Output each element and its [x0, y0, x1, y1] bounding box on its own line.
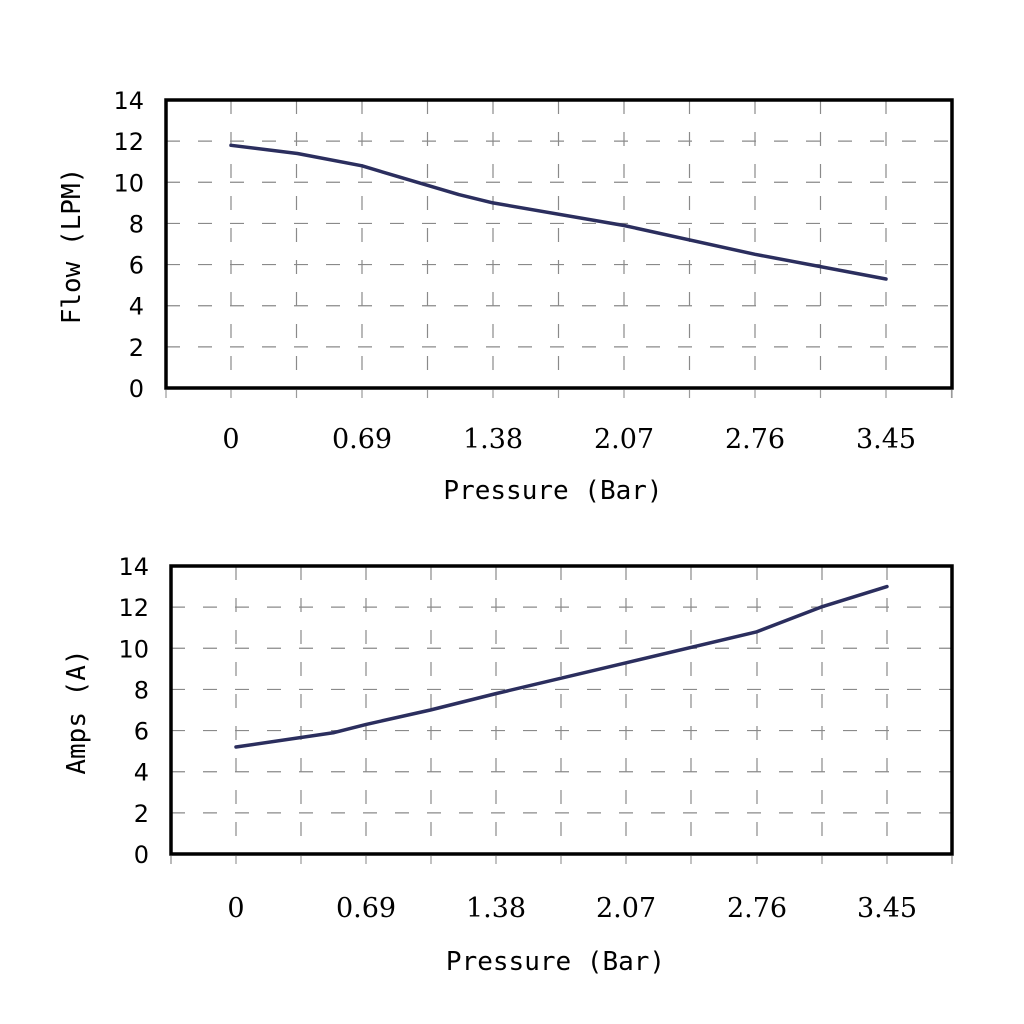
y-tick-label: 14	[118, 553, 149, 581]
y-tick-label: 2	[129, 334, 144, 362]
y-tick-label: 8	[129, 210, 144, 238]
plot-frame	[164, 98, 954, 390]
y-axis-title: Amps (A)	[62, 649, 92, 774]
x-tick-label: 2.76	[727, 893, 787, 924]
x-tick-label: 2.07	[594, 424, 654, 455]
y-tick-label: 10	[118, 635, 149, 663]
x-axis-title: Pressure (Bar)	[443, 476, 662, 506]
y-tick-label: 6	[129, 252, 144, 280]
y-tick-label: 8	[134, 676, 149, 704]
x-tick-label: 0	[227, 893, 244, 924]
y-tick-label: 2	[134, 800, 149, 828]
y-tick-label: 10	[113, 169, 144, 197]
y-axis-title: Flow (LPM)	[57, 168, 87, 325]
y-tick-label: 4	[134, 759, 149, 787]
x-tick-label: 3.45	[857, 893, 917, 924]
y-tick-label: 0	[129, 375, 144, 403]
x-tick-label: 0	[222, 424, 239, 455]
x-tick-label: 0.69	[332, 424, 392, 455]
x-tick-label: 1.38	[463, 424, 523, 455]
series-line-flow	[229, 143, 888, 281]
flow-chart: 0 2 4 6 8 10 12 14 0 0.69 1.38 2.07 2.76 3.45 Pressure…	[57, 87, 954, 506]
x-tick-label: 2.07	[596, 893, 656, 924]
y-tick-label: 4	[129, 293, 144, 321]
y-tick-label: 0	[134, 841, 149, 869]
x-axis-title: Pressure (Bar)	[446, 947, 665, 977]
y-tick-label: 6	[134, 718, 149, 746]
plot-frame	[169, 564, 954, 856]
y-tick-label: 14	[113, 87, 144, 115]
x-tick-label: 2.76	[725, 424, 785, 455]
x-tick-label: 3.45	[856, 424, 916, 455]
x-tick-label: 0.69	[336, 893, 396, 924]
y-tick-label: 12	[113, 128, 144, 156]
y-tick-label: 12	[118, 594, 149, 622]
x-tick-label: 1.38	[466, 893, 526, 924]
series-line-amps	[234, 584, 889, 749]
amps-chart: 0 2 4 6 8 10 12 14 0 0.69 1.38 2.07 2.76 3.45 Pressure…	[62, 553, 954, 977]
